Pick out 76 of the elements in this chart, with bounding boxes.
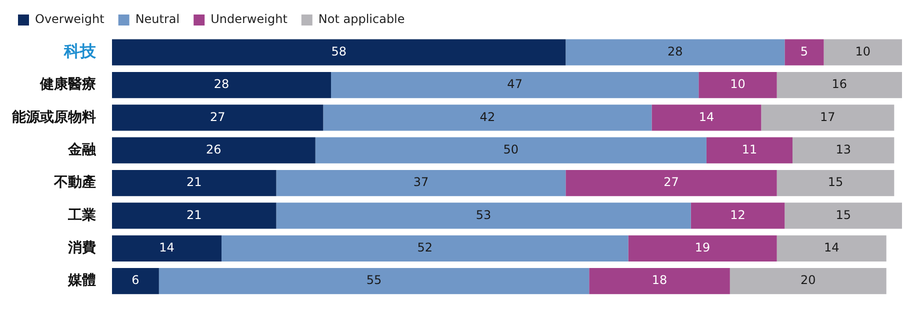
data-label: 11	[742, 142, 758, 156]
bar	[112, 268, 159, 294]
bar	[566, 170, 777, 196]
bar	[776, 170, 894, 196]
legend-label: Overweight	[35, 12, 105, 26]
data-label: 14	[159, 240, 174, 255]
data-label: 28	[214, 77, 230, 92]
data-label: 10	[855, 44, 871, 58]
y-tick-label: 媒體	[67, 272, 96, 289]
bar	[776, 72, 902, 98]
bar	[158, 268, 590, 294]
bar	[222, 235, 628, 262]
bar	[315, 137, 706, 164]
data-label: 58	[331, 44, 346, 58]
bar	[589, 268, 730, 294]
data-label: 50	[503, 142, 519, 156]
bar	[323, 104, 652, 131]
y-tick-label: 消費	[67, 240, 96, 256]
bar	[824, 39, 902, 66]
bar	[628, 235, 777, 262]
data-label: 21	[186, 175, 202, 190]
bar	[706, 137, 792, 164]
bar	[784, 39, 824, 66]
bar	[112, 202, 276, 229]
data-label: 14	[824, 240, 840, 255]
bar	[112, 170, 276, 196]
bar	[112, 104, 324, 131]
data-label: 42	[480, 110, 496, 124]
data-label: 52	[417, 240, 433, 255]
data-label: 20	[800, 273, 816, 288]
data-label: 15	[836, 208, 851, 222]
data-label: 26	[206, 142, 222, 156]
y-tick-label: 健康醫療	[39, 76, 96, 93]
bar	[276, 170, 566, 196]
bar	[112, 72, 332, 98]
bar	[698, 72, 777, 98]
data-label: 18	[652, 273, 668, 288]
data-label: 10	[730, 77, 746, 92]
data-label: 16	[832, 77, 848, 92]
legend-label: Underweight	[210, 12, 288, 26]
data-label: 17	[820, 110, 836, 124]
data-label: 37	[413, 175, 429, 190]
data-label: 5	[800, 44, 808, 58]
data-label: 13	[836, 142, 851, 156]
bar	[331, 72, 699, 98]
bar	[761, 104, 894, 131]
data-label: 21	[186, 208, 202, 222]
data-label: 55	[366, 273, 382, 288]
bar	[112, 39, 566, 66]
bar	[792, 137, 894, 164]
bar	[112, 137, 316, 164]
bar	[652, 104, 762, 131]
data-label: 6	[132, 273, 140, 288]
data-label: 19	[694, 240, 710, 255]
data-label: 53	[476, 208, 492, 222]
y-tick-label: 能源或原物料	[12, 109, 96, 126]
data-label: 15	[828, 175, 844, 190]
y-tick-label: 不動產	[53, 174, 96, 191]
bar	[276, 202, 691, 229]
data-label: 12	[730, 208, 746, 222]
legend-label: Not applicable	[318, 12, 405, 26]
data-label: 28	[668, 44, 683, 58]
data-label: 14	[698, 110, 714, 124]
bar	[730, 268, 886, 294]
y-tick-label: 工業	[67, 207, 96, 224]
data-label: 27	[210, 110, 226, 124]
bar	[690, 202, 785, 229]
data-label: 47	[507, 77, 522, 92]
data-label: 27	[664, 175, 679, 190]
legend-label: Neutral	[135, 12, 180, 26]
y-tick-label: 科技	[63, 41, 97, 60]
bar	[784, 202, 902, 229]
bar	[112, 235, 222, 262]
y-tick-label: 金融	[67, 142, 97, 158]
bar	[776, 235, 886, 262]
bar	[566, 39, 785, 66]
